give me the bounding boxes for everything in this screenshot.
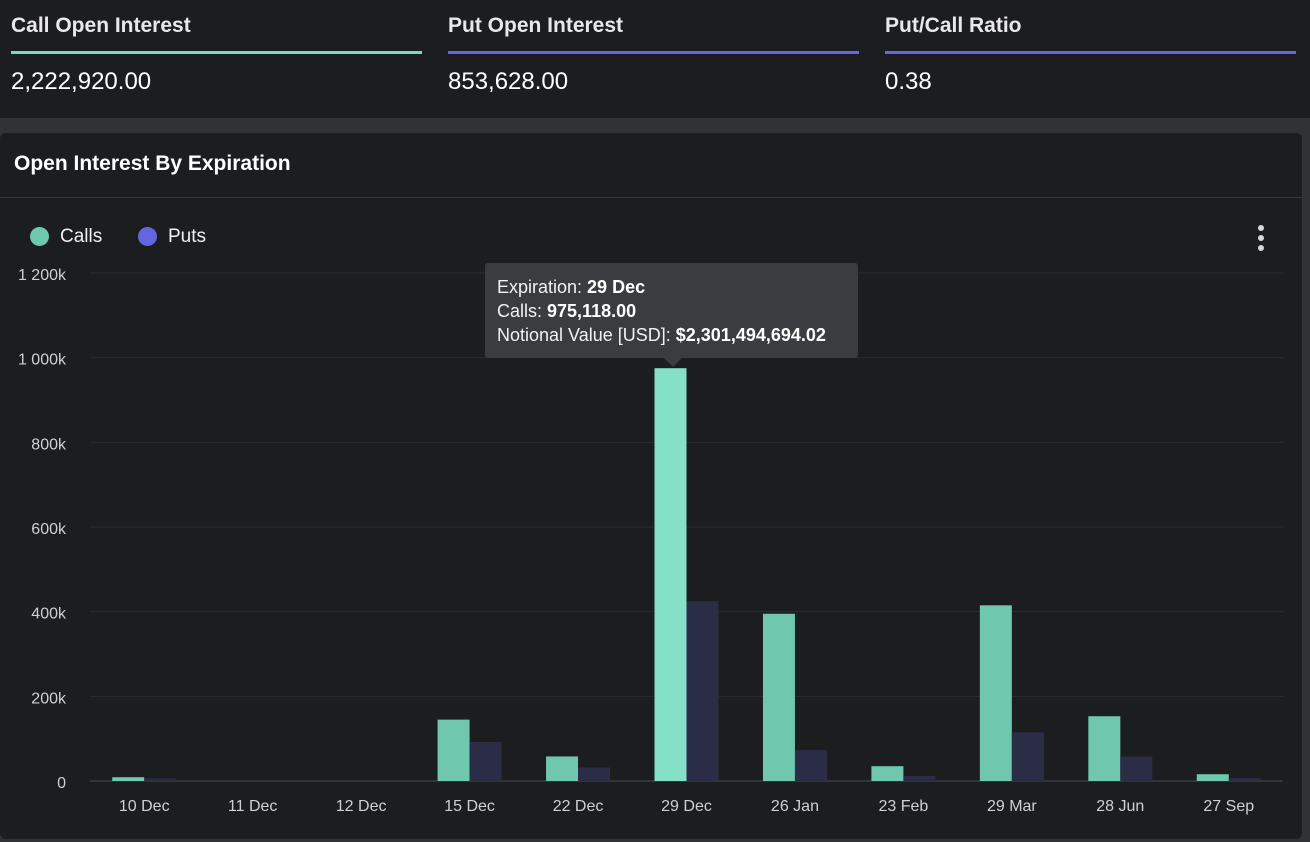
stat-accent-line bbox=[885, 51, 1296, 54]
y-tick-label: 0 bbox=[57, 775, 66, 792]
x-tick-label: 26 Jan bbox=[771, 798, 819, 815]
y-tick-label: 1 000k bbox=[18, 352, 67, 369]
stat-label: Put Open Interest bbox=[448, 14, 624, 37]
tooltip-label: Notional Value [USD]: bbox=[497, 325, 676, 345]
puts-dot-icon bbox=[138, 227, 157, 246]
bar-puts bbox=[144, 778, 177, 781]
tooltip-arrow bbox=[664, 358, 682, 367]
stat-value: 2,222,920.00 bbox=[11, 68, 152, 95]
x-tick-label: 29 Mar bbox=[987, 798, 1037, 815]
stat-accent-line bbox=[11, 51, 422, 54]
stat-value: 853,628.00 bbox=[448, 68, 569, 95]
tooltip-expiration-row: Expiration: 29 Dec bbox=[497, 275, 846, 299]
tooltip-label: Calls: bbox=[497, 301, 548, 321]
legend-label: Calls bbox=[60, 226, 103, 247]
x-tick-label: 15 Dec bbox=[444, 798, 495, 815]
bar-puts bbox=[1120, 756, 1153, 781]
panel-divider bbox=[0, 197, 1302, 198]
chart-tooltip: Expiration: 29 Dec Calls: 975,118.00 Not… bbox=[485, 263, 858, 367]
tooltip-notional-row: Notional Value [USD]: $2,301,494,694.02 bbox=[497, 323, 846, 347]
open-interest-panel: Open Interest By Expiration Calls Puts bbox=[0, 133, 1302, 839]
y-tick-label: 600k bbox=[31, 521, 67, 538]
y-tick-label: 1 200k bbox=[18, 267, 67, 284]
x-tick-label: 23 Feb bbox=[879, 798, 929, 815]
bar-calls bbox=[437, 719, 470, 781]
kebab-dot bbox=[1258, 225, 1264, 231]
bar-puts bbox=[578, 767, 611, 781]
tooltip-label: Expiration: bbox=[497, 277, 588, 297]
bar-calls bbox=[546, 756, 579, 781]
x-tick-label: 11 Dec bbox=[228, 798, 278, 815]
bar-puts bbox=[794, 750, 827, 781]
stat-value: 0.38 bbox=[885, 68, 932, 95]
x-tick-label: 29 Dec bbox=[661, 798, 712, 815]
tooltip-value: $2,301,494,694.02 bbox=[675, 325, 826, 345]
bar-calls bbox=[654, 368, 687, 781]
bar-calls bbox=[979, 605, 1012, 781]
chart-menu-kebab-icon[interactable] bbox=[1252, 223, 1272, 253]
bar-calls bbox=[112, 777, 145, 781]
calls-dot-icon bbox=[30, 227, 49, 246]
stat-label: Put/Call Ratio bbox=[885, 14, 1022, 37]
bar-calls bbox=[1196, 774, 1229, 781]
x-tick-label: 22 Dec bbox=[553, 798, 604, 815]
y-tick-label: 200k bbox=[31, 690, 67, 707]
tooltip-value: 975,118.00 bbox=[547, 301, 637, 321]
stat-accent-line bbox=[448, 51, 859, 54]
stat-label: Call Open Interest bbox=[11, 14, 191, 37]
tooltip-value: 29 Dec bbox=[587, 277, 646, 297]
panel-title: Open Interest By Expiration bbox=[14, 152, 291, 175]
kebab-dot bbox=[1258, 235, 1264, 241]
x-tick-label: 28 Jun bbox=[1096, 798, 1144, 815]
legend-label: Puts bbox=[168, 226, 207, 247]
bar-calls bbox=[762, 613, 795, 781]
y-tick-label: 400k bbox=[31, 606, 67, 623]
put-call-ratio-stat: Put/Call Ratio 0.38 bbox=[885, 0, 1296, 118]
y-tick-label: 800k bbox=[31, 436, 67, 453]
x-tick-label: 12 Dec bbox=[336, 798, 387, 815]
kebab-dot bbox=[1258, 245, 1264, 251]
put-open-interest-stat: Put Open Interest 853,628.00 bbox=[448, 0, 859, 118]
tooltip-calls-row: Calls: 975,118.00 bbox=[497, 299, 846, 323]
bar-calls bbox=[871, 766, 904, 781]
bar-calls bbox=[1088, 716, 1121, 781]
stats-bar: Call Open Interest 2,222,920.00 Put Open… bbox=[0, 0, 1310, 118]
bar-puts bbox=[903, 775, 936, 781]
x-tick-label: 10 Dec bbox=[119, 798, 170, 815]
bar-puts bbox=[1011, 732, 1044, 781]
bar-puts bbox=[1228, 778, 1261, 781]
bar-puts bbox=[469, 742, 502, 781]
x-tick-label: 27 Sep bbox=[1203, 798, 1254, 815]
call-open-interest-stat: Call Open Interest 2,222,920.00 bbox=[11, 0, 422, 118]
bar-puts bbox=[686, 601, 719, 781]
